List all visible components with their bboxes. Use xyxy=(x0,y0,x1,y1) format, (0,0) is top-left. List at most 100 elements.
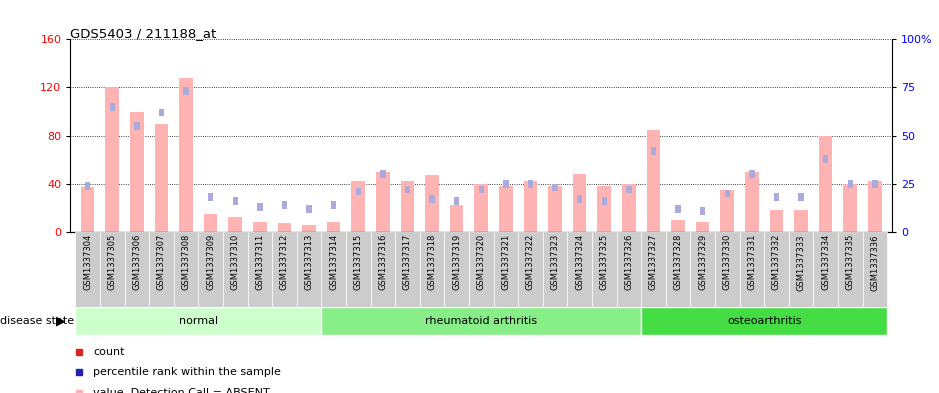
Bar xyxy=(528,180,533,187)
Text: normal: normal xyxy=(178,316,218,326)
Text: GSM1337324: GSM1337324 xyxy=(575,234,584,290)
Text: GSM1337315: GSM1337315 xyxy=(354,234,362,290)
Text: percentile rank within the sample: percentile rank within the sample xyxy=(94,367,282,377)
Bar xyxy=(159,108,164,116)
Text: GSM1337317: GSM1337317 xyxy=(403,234,412,290)
Bar xyxy=(444,232,469,307)
Bar xyxy=(278,224,291,232)
Bar xyxy=(552,184,558,191)
Bar xyxy=(868,181,882,232)
Bar xyxy=(641,307,887,336)
Text: GSM1337325: GSM1337325 xyxy=(600,234,608,290)
Bar xyxy=(356,187,361,195)
Text: GSM1337334: GSM1337334 xyxy=(821,234,830,290)
Bar xyxy=(622,184,636,232)
Bar xyxy=(474,184,488,232)
Text: ▶: ▶ xyxy=(56,315,66,328)
Bar xyxy=(223,232,248,307)
Text: GSM1337323: GSM1337323 xyxy=(550,234,560,290)
Text: GSM1337306: GSM1337306 xyxy=(132,234,142,290)
Bar xyxy=(377,172,390,232)
Bar xyxy=(155,123,168,232)
Text: GDS5403 / 211188_at: GDS5403 / 211188_at xyxy=(70,28,217,40)
Bar xyxy=(198,232,223,307)
Bar xyxy=(429,195,435,203)
Text: GSM1337326: GSM1337326 xyxy=(624,234,633,290)
Text: GSM1337311: GSM1337311 xyxy=(255,234,265,290)
Bar xyxy=(331,201,336,209)
Text: GSM1337312: GSM1337312 xyxy=(280,234,289,290)
Bar xyxy=(420,232,444,307)
Bar xyxy=(479,185,484,193)
Bar xyxy=(848,180,853,187)
Bar xyxy=(282,201,287,209)
Bar xyxy=(183,87,189,95)
Bar xyxy=(248,232,272,307)
Bar xyxy=(524,181,537,232)
Text: GSM1337328: GSM1337328 xyxy=(673,234,683,290)
Bar xyxy=(321,232,346,307)
Bar xyxy=(666,232,690,307)
Bar xyxy=(548,186,562,232)
Bar xyxy=(592,232,617,307)
Bar xyxy=(823,155,828,163)
Bar xyxy=(774,193,779,201)
Bar xyxy=(749,170,755,178)
Bar xyxy=(725,189,730,197)
Bar xyxy=(518,232,543,307)
Bar xyxy=(794,210,808,232)
Text: GSM1337309: GSM1337309 xyxy=(207,234,215,290)
Bar xyxy=(351,181,365,232)
Text: GSM1337308: GSM1337308 xyxy=(181,234,191,290)
Bar xyxy=(179,78,192,232)
Bar xyxy=(651,147,656,155)
Text: disease state: disease state xyxy=(0,316,78,326)
Bar xyxy=(597,186,611,232)
Text: GSM1337322: GSM1337322 xyxy=(526,234,535,290)
Bar xyxy=(302,225,316,232)
Text: GSM1337327: GSM1337327 xyxy=(649,234,658,290)
Bar xyxy=(228,217,242,232)
Bar xyxy=(380,170,386,178)
Text: GSM1337321: GSM1337321 xyxy=(501,234,510,290)
Bar xyxy=(425,175,439,232)
Bar xyxy=(577,195,582,203)
Text: value, Detection Call = ABSENT: value, Detection Call = ABSENT xyxy=(94,387,270,393)
Bar xyxy=(297,232,321,307)
Text: GSM1337336: GSM1337336 xyxy=(870,234,879,290)
Bar xyxy=(745,172,759,232)
Text: GSM1337332: GSM1337332 xyxy=(772,234,781,290)
Bar xyxy=(371,232,395,307)
Bar xyxy=(75,307,321,336)
Bar xyxy=(272,232,297,307)
Bar xyxy=(321,307,641,336)
Text: osteoarthritis: osteoarthritis xyxy=(727,316,801,326)
Text: GSM1337313: GSM1337313 xyxy=(304,234,314,290)
Bar xyxy=(543,232,567,307)
Text: GSM1337304: GSM1337304 xyxy=(84,234,92,290)
Bar xyxy=(75,232,100,307)
Text: GSM1337316: GSM1337316 xyxy=(378,234,388,290)
Text: GSM1337305: GSM1337305 xyxy=(108,234,116,290)
Bar xyxy=(764,232,789,307)
Bar xyxy=(405,185,410,193)
Bar xyxy=(174,232,198,307)
Bar xyxy=(789,232,813,307)
Bar xyxy=(327,222,341,232)
Bar xyxy=(346,232,371,307)
Bar xyxy=(395,232,420,307)
Text: GSM1337310: GSM1337310 xyxy=(231,234,239,290)
Bar xyxy=(567,232,592,307)
Bar xyxy=(798,193,804,201)
Bar xyxy=(863,232,887,307)
Bar xyxy=(125,232,149,307)
Bar xyxy=(454,197,459,205)
Text: GSM1337307: GSM1337307 xyxy=(157,234,166,290)
Bar xyxy=(100,232,125,307)
Bar xyxy=(499,186,513,232)
Bar xyxy=(257,203,263,211)
Bar xyxy=(843,184,857,232)
Bar xyxy=(573,174,586,232)
Bar xyxy=(647,130,660,232)
Bar xyxy=(602,197,607,205)
